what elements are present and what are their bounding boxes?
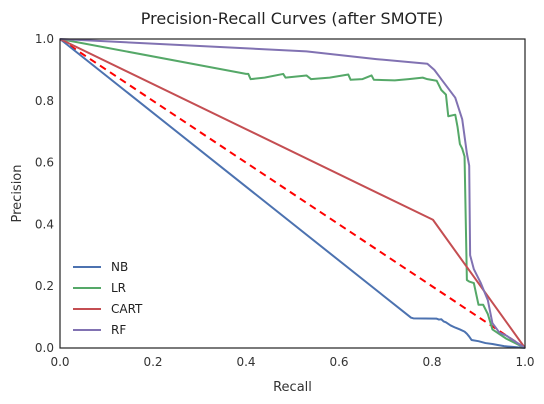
random-baseline-line bbox=[59, 38, 526, 349]
y-tick-label: 0.2 bbox=[35, 279, 54, 293]
legend-label-cart: CART bbox=[111, 302, 143, 316]
x-tick-label: 0.2 bbox=[143, 355, 162, 369]
legend-label-rf: RF bbox=[111, 323, 126, 337]
plot-frame bbox=[59, 38, 526, 349]
y-tick-label: 0.6 bbox=[35, 156, 54, 170]
series-line-cart bbox=[59, 38, 526, 349]
series-line-nb bbox=[59, 38, 526, 349]
x-tick-label: 1.0 bbox=[515, 355, 534, 369]
chart-title: Precision-Recall Curves (after SMOTE) bbox=[141, 9, 443, 28]
y-tick-label: 0.4 bbox=[35, 217, 54, 231]
series-line-lr bbox=[59, 38, 526, 349]
legend: NB LR CART RF bbox=[73, 260, 143, 337]
y-tick-label: 0.0 bbox=[35, 341, 54, 355]
y-tick-label: 1.0 bbox=[35, 32, 54, 46]
series-line-rf bbox=[59, 38, 526, 349]
y-axis-title: Precision bbox=[10, 164, 25, 222]
legend-label-nb: NB bbox=[111, 260, 128, 274]
x-tick-label: 0.8 bbox=[422, 355, 441, 369]
x-tick-label: 0.0 bbox=[50, 355, 69, 369]
x-tick-label: 0.4 bbox=[236, 355, 255, 369]
axis-ticks: 0.0 0.2 0.4 0.6 0.8 1.0 0.0 0.2 0.4 0.6 0.8 1.0 bbox=[35, 32, 535, 369]
plot-lines bbox=[59, 38, 526, 349]
y-tick-label: 0.8 bbox=[35, 94, 54, 108]
x-axis-title: Recall bbox=[273, 380, 312, 395]
x-tick-label: 0.6 bbox=[329, 355, 348, 369]
legend-label-lr: LR bbox=[111, 281, 126, 295]
